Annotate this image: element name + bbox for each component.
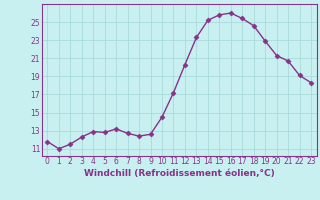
X-axis label: Windchill (Refroidissement éolien,°C): Windchill (Refroidissement éolien,°C)	[84, 169, 275, 178]
